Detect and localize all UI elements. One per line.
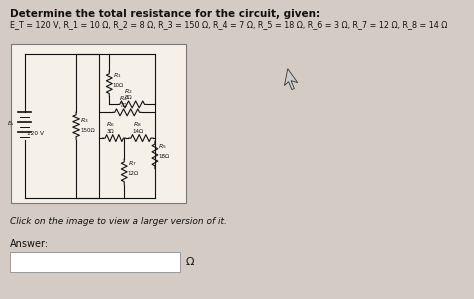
Text: 8Ω: 8Ω — [124, 95, 132, 100]
Text: $R_7$: $R_7$ — [128, 159, 137, 168]
Bar — [11, 44, 186, 202]
Polygon shape — [284, 69, 298, 90]
Text: 14Ω: 14Ω — [132, 129, 143, 134]
Text: $R_1$: $R_1$ — [113, 71, 121, 80]
Text: Determine the total resistance for the circuit, given:: Determine the total resistance for the c… — [9, 9, 320, 19]
Text: $R_3$: $R_3$ — [80, 116, 89, 125]
Text: 150Ω: 150Ω — [80, 128, 95, 133]
Text: $R_8$: $R_8$ — [133, 120, 142, 129]
Text: 120 V: 120 V — [27, 131, 44, 136]
Text: 18Ω: 18Ω — [158, 154, 169, 159]
Text: $R_6$: $R_6$ — [106, 120, 115, 129]
Bar — [9, 252, 180, 272]
Text: 10Ω: 10Ω — [113, 83, 124, 88]
Text: Click on the image to view a larger version of it.: Click on the image to view a larger vers… — [9, 217, 227, 226]
Text: $R_2$: $R_2$ — [124, 87, 132, 95]
Text: 12Ω: 12Ω — [128, 171, 139, 176]
Text: 7Ω: 7Ω — [119, 103, 127, 108]
Text: 3Ω: 3Ω — [106, 129, 114, 134]
Text: Answer:: Answer: — [9, 239, 49, 249]
Text: $R_5$: $R_5$ — [158, 143, 167, 152]
Text: Ω: Ω — [186, 257, 194, 267]
Text: $R_4$: $R_4$ — [118, 94, 128, 103]
Text: E_T = 120 V, R_1 = 10 Ω, R_2 = 8 Ω, R_3 = 150 Ω, R_4 = 7 Ω, R_5 = 18 Ω, R_6 = 3 : E_T = 120 V, R_1 = 10 Ω, R_2 = 8 Ω, R_3 … — [9, 20, 447, 29]
Text: $E_s$: $E_s$ — [7, 119, 15, 128]
